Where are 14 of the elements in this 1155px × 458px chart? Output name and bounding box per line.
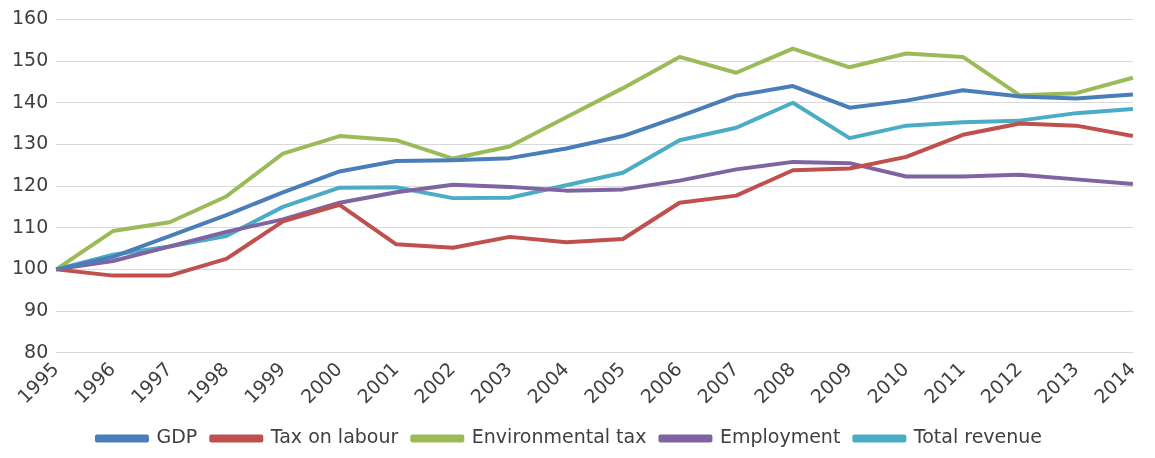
y-tick-label: 130 [12,131,49,154]
legend-label: Tax on labour [269,425,399,448]
y-tick-label: 80 [24,339,49,362]
legend-label: Environmental tax [471,425,647,448]
legend-label: Total revenue [912,425,1043,448]
y-tick-label: 160 [12,6,49,29]
legend-label: GDP [156,425,198,448]
y-tick-label: 100 [12,256,49,279]
y-tick-label: 140 [12,89,49,112]
y-tick-label: 90 [24,297,49,320]
y-tick-label: 150 [12,48,49,70]
legend-label: Employment [719,425,841,448]
y-tick-label: 120 [12,172,49,195]
y-tick-label: 110 [12,214,49,237]
